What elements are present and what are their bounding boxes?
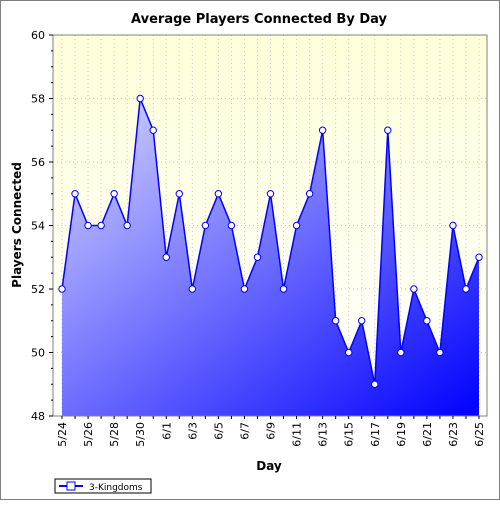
data-point-marker xyxy=(279,285,288,293)
data-point-marker xyxy=(201,221,210,230)
data-point-marker xyxy=(110,190,118,198)
data-point-marker xyxy=(475,253,483,261)
data-point-marker xyxy=(410,285,418,293)
data-point-marker xyxy=(97,221,105,230)
data-point-marker xyxy=(162,253,170,261)
x-tick-label: 6/3 xyxy=(186,422,199,440)
x-tick-label: 5/24 xyxy=(56,422,69,447)
y-tick-label: 54 xyxy=(31,220,45,233)
y-tick-label: 50 xyxy=(31,347,45,360)
data-point-marker xyxy=(462,285,470,293)
y-tick-label: 60 xyxy=(31,29,45,42)
x-tick-label: 6/19 xyxy=(395,422,408,447)
data-point-marker xyxy=(214,190,223,198)
x-tick-label: 6/15 xyxy=(343,422,356,447)
data-point-marker xyxy=(123,221,131,230)
x-tick-label: 6/1 xyxy=(160,422,173,440)
data-point-marker xyxy=(371,380,379,388)
x-tick-label: 6/23 xyxy=(447,422,460,447)
legend-label: 3-Kingdoms xyxy=(89,483,143,493)
data-point-marker xyxy=(331,317,340,325)
data-point-marker xyxy=(58,285,66,293)
data-point-marker xyxy=(84,221,92,230)
series-markers xyxy=(58,94,483,388)
chart-title: Average Players Connected By Day xyxy=(131,12,387,27)
x-tick-label: 6/5 xyxy=(212,422,225,440)
y-tick-label: 52 xyxy=(31,283,45,296)
data-point-marker xyxy=(175,190,183,198)
x-tick-labels: 5/24 5/26 5/28 5/30 6/1 6/3 6/5 6/7 6/9 6/11 6/13 6… xyxy=(56,416,486,447)
x-tick-label: 6/17 xyxy=(369,422,382,447)
x-tick-label: 6/9 xyxy=(265,422,278,440)
x-tick-label: 6/25 xyxy=(473,422,486,447)
data-point-marker xyxy=(384,126,392,134)
x-tick-label: 6/13 xyxy=(317,422,330,447)
x-tick-label: 5/28 xyxy=(108,422,121,447)
x-tick-label: 6/21 xyxy=(421,422,434,447)
data-point-marker xyxy=(344,348,353,357)
data-point-marker xyxy=(397,348,405,357)
y-tick-label: 58 xyxy=(31,93,45,106)
y-tick-label: 48 xyxy=(31,410,45,423)
x-tick-label: 6/7 xyxy=(238,422,251,440)
y-tick-label: 56 xyxy=(31,156,45,169)
data-point-marker xyxy=(253,253,262,261)
data-point-marker xyxy=(71,190,79,198)
legend-box xyxy=(54,478,152,494)
x-tick-label: 6/11 xyxy=(291,422,304,447)
data-point-marker xyxy=(305,190,314,198)
series-area-fill xyxy=(62,98,479,416)
data-point-marker xyxy=(358,317,366,325)
data-point-marker xyxy=(136,94,144,103)
data-point-marker xyxy=(240,285,249,293)
x-axis-title: Day xyxy=(256,459,282,473)
y-tick-labels: 48 50 52 54 56 58 60 xyxy=(31,29,53,423)
data-point-marker xyxy=(149,126,157,134)
data-point-marker xyxy=(266,190,275,198)
data-point-marker xyxy=(318,126,327,134)
data-point-marker xyxy=(227,221,236,230)
x-tick-label: 5/26 xyxy=(82,422,95,447)
data-point-marker xyxy=(292,221,301,230)
legend-marker-swatch xyxy=(66,481,76,491)
x-tick-label: 5/30 xyxy=(134,422,147,447)
legend: 3-Kingdoms xyxy=(54,478,152,494)
data-point-marker xyxy=(188,285,197,293)
data-point-marker xyxy=(423,317,431,325)
y-axis-title: Players Connected xyxy=(10,162,24,288)
data-point-marker xyxy=(436,348,444,357)
data-point-marker xyxy=(449,221,457,230)
